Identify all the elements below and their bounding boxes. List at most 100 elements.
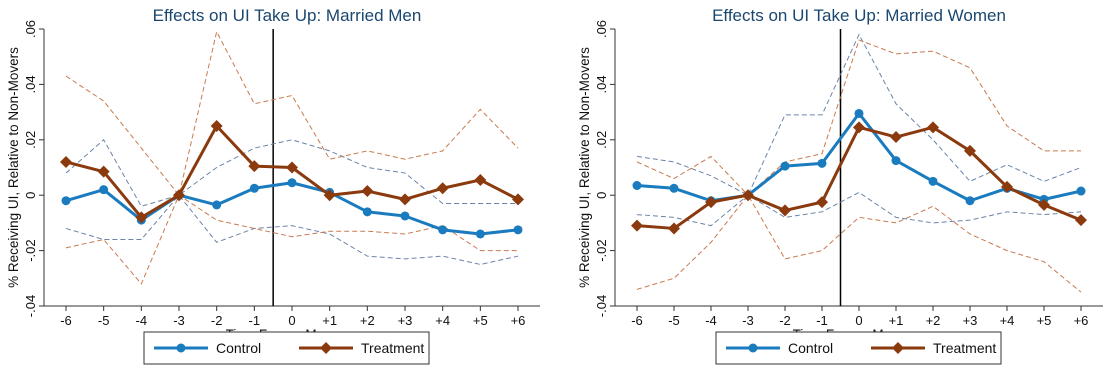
control-point xyxy=(965,196,975,206)
y-tick-label: .04 xyxy=(23,75,38,93)
treatment-point xyxy=(890,131,902,144)
control-point xyxy=(475,229,485,239)
control-point xyxy=(780,161,790,171)
control-ci-lower-line xyxy=(636,191,1082,227)
y-axis-title: % Receiving UI, Relative to Non-Movers xyxy=(577,47,592,288)
treatment-point xyxy=(173,189,185,202)
treatment-point xyxy=(474,173,487,186)
treatment-point xyxy=(135,211,148,224)
control-point xyxy=(438,225,448,235)
treatment-point xyxy=(248,160,261,173)
x-tick-label: +4 xyxy=(435,313,450,328)
control-point xyxy=(249,183,259,193)
x-tick-label: +1 xyxy=(322,313,337,328)
y-tick-label: -.02 xyxy=(23,239,38,261)
x-tick-label: +2 xyxy=(360,313,375,328)
x-tick-label: +4 xyxy=(1000,313,1015,328)
treatment-point xyxy=(361,185,374,198)
y-tick-label: .02 xyxy=(23,131,38,149)
x-tick-label: +3 xyxy=(398,313,413,328)
legend: Control Treatment xyxy=(143,331,430,365)
control-point xyxy=(928,176,938,186)
x-tick-label: -4 xyxy=(705,313,717,328)
treatment-point xyxy=(1038,198,1050,211)
legend-treatment-marker xyxy=(320,342,332,354)
y-tick-label: 0 xyxy=(23,192,38,199)
legend-control-label: Control xyxy=(788,340,833,356)
x-tick-label: -6 xyxy=(631,313,643,328)
control-point xyxy=(212,200,222,210)
control-point xyxy=(61,196,71,206)
treatment-point xyxy=(742,189,754,202)
x-tick-label: +6 xyxy=(1074,313,1089,328)
x-tick-label: +3 xyxy=(963,313,978,328)
treatment-point xyxy=(816,196,828,209)
treatment-point xyxy=(1001,180,1013,193)
treatment-series-line xyxy=(636,125,1082,230)
control-ci-lower-line xyxy=(65,194,519,265)
treatment-point xyxy=(668,222,680,235)
control-point xyxy=(99,185,109,195)
x-tick-label: +5 xyxy=(473,313,488,328)
treatment-ci-upper-line xyxy=(636,39,1081,196)
x-tick-label: -3 xyxy=(742,313,754,328)
x-tick-label: -2 xyxy=(779,313,791,328)
legend-treatment-label: Treatment xyxy=(933,340,996,356)
legend: Control Treatment xyxy=(715,331,1002,365)
control-point xyxy=(632,181,642,191)
treatment-point xyxy=(436,182,449,195)
x-tick-label: -5 xyxy=(668,313,680,328)
chart-title: Effects on UI Take Up: Married Men xyxy=(153,6,422,25)
x-tick-label: -6 xyxy=(60,313,72,328)
treatment-point xyxy=(512,193,524,206)
y-axis-title: % Receiving UI, Relative to Non-Movers xyxy=(6,47,21,288)
control-point xyxy=(1076,186,1086,196)
treatment-point xyxy=(210,119,223,132)
x-tick-label: -5 xyxy=(98,313,110,328)
y-tick-label: .04 xyxy=(594,75,609,93)
control-point xyxy=(854,108,864,118)
control-ci-upper-line xyxy=(636,33,1082,196)
treatment-ci-upper-line xyxy=(65,30,519,197)
control-point xyxy=(669,183,679,193)
x-tick-label: -1 xyxy=(816,313,828,328)
x-tick-label: -1 xyxy=(249,313,261,328)
legend-control-label: Control xyxy=(216,340,261,356)
y-tick-label: -.04 xyxy=(23,295,38,317)
chart-title: Effects on UI Take Up: Married Women xyxy=(712,6,1006,25)
treatment-point xyxy=(927,121,939,134)
x-tick-label: -2 xyxy=(211,313,223,328)
legend-control-marker xyxy=(748,343,758,353)
treatment-point xyxy=(631,219,643,232)
treatment-point xyxy=(286,161,298,174)
control-point xyxy=(817,158,827,168)
treatment-point xyxy=(399,193,411,206)
treatment-point xyxy=(779,204,791,217)
control-ci-upper-line xyxy=(65,139,518,207)
treatment-point xyxy=(1075,214,1087,227)
y-tick-label: -.04 xyxy=(594,295,609,317)
x-tick-label: 0 xyxy=(855,313,862,328)
y-tick-label: -.02 xyxy=(594,239,609,261)
treatment-point xyxy=(964,144,976,157)
legend-treatment-marker xyxy=(892,342,904,354)
control-point xyxy=(287,178,297,188)
x-tick-label: +5 xyxy=(1037,313,1052,328)
legend-control-marker xyxy=(176,343,186,353)
treatment-point xyxy=(60,155,72,168)
treatment-point xyxy=(705,196,717,209)
y-tick-label: .02 xyxy=(594,131,609,149)
control-point xyxy=(362,207,372,217)
y-tick-label: .06 xyxy=(23,20,38,38)
chart-panel-2: Effects on UI Take Up: Married Women -.04… xyxy=(577,6,1103,365)
treatment-point xyxy=(853,121,865,134)
x-tick-label: +1 xyxy=(889,313,904,328)
control-point xyxy=(891,156,901,166)
y-tick-label: 0 xyxy=(594,192,609,199)
treatment-ci-lower-line xyxy=(636,194,1082,293)
x-tick-label: +2 xyxy=(926,313,941,328)
chart-panel-1: Effects on UI Take Up: Married Men -.04 -.… xyxy=(6,6,540,365)
x-tick-label: +6 xyxy=(511,313,526,328)
x-tick-label: -3 xyxy=(173,313,185,328)
